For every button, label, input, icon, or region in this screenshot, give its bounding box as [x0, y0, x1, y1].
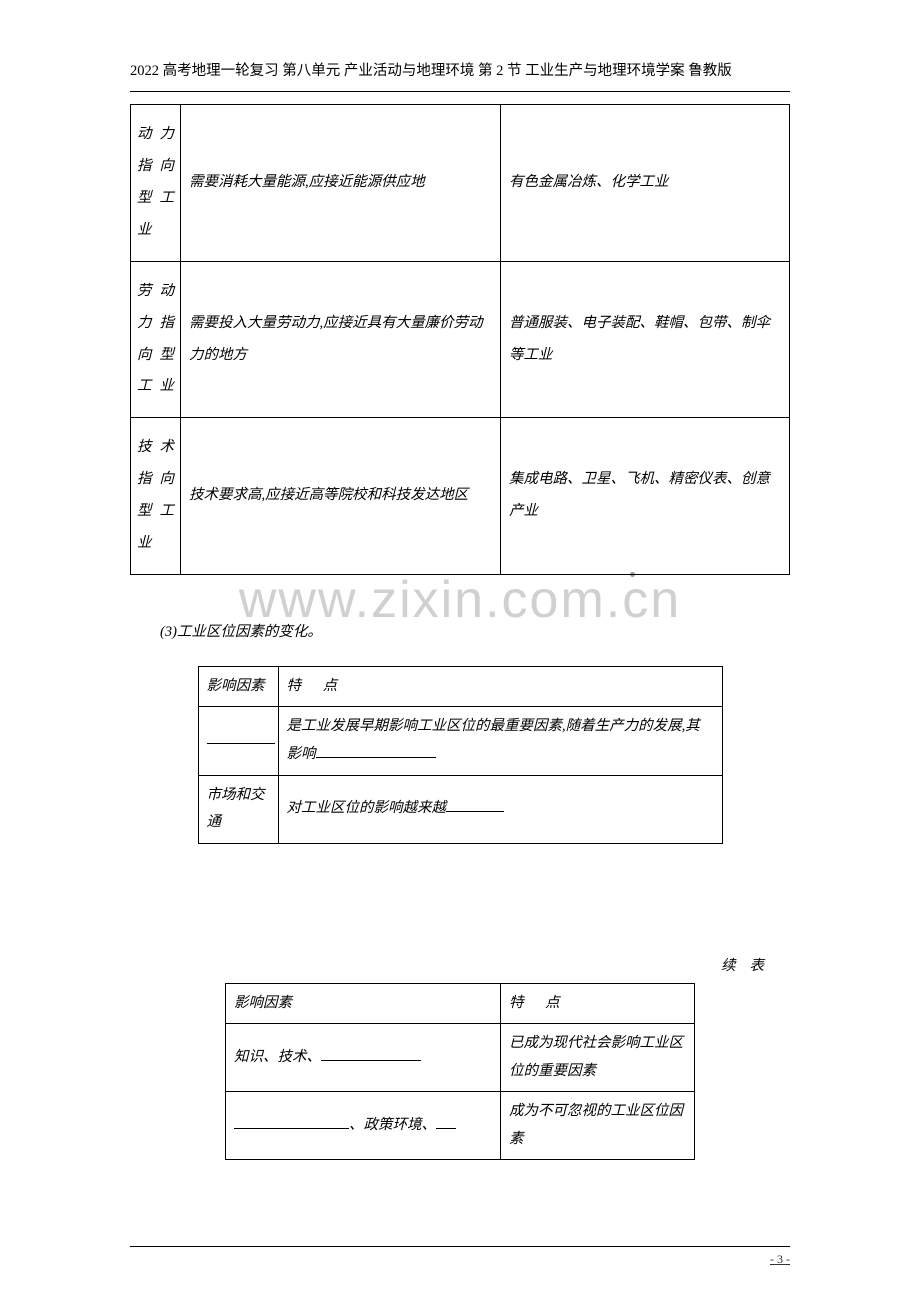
cell-type: 劳动力指向型工业	[131, 261, 181, 418]
table-row: 是工业发展早期影响工业区位的最重要因素,随着生产力的发展,其影响	[198, 707, 722, 775]
footer-divider	[130, 1246, 790, 1247]
page-number-text: - 3 -	[770, 1252, 790, 1266]
cell-factor: 市场和交通	[198, 775, 278, 843]
blank-fill	[446, 798, 504, 813]
cell-feature: 是工业发展早期影响工业区位的最重要因素,随着生产力的发展,其影响	[278, 707, 722, 775]
table-header-row: 影响因素 特 点	[198, 666, 722, 707]
cell-example: 集成电路、卫星、飞机、精密仪表、创意产业	[501, 418, 790, 575]
cell-example: 普通服装、电子装配、鞋帽、包带、制伞等工业	[501, 261, 790, 418]
continue-table-label: 续表	[130, 954, 790, 975]
cell-desc: 技术要求高,应接近高等院校和科技发达地区	[181, 418, 501, 575]
header-divider	[130, 91, 790, 92]
header-feature-suffix: 点	[323, 678, 338, 694]
cell-feature: 成为不可忽视的工业区位因素	[501, 1092, 695, 1160]
cell-factor: 知识、技术、	[226, 1024, 501, 1092]
cell-desc: 需要投入大量劳动力,应接近具有大量廉价劳动力的地方	[181, 261, 501, 418]
blank-fill	[316, 743, 436, 758]
factor-text: 知识、技术、	[234, 1049, 321, 1065]
cell-example: 有色金属冶炼、化学工业	[501, 105, 790, 262]
blank-fill	[436, 1115, 456, 1130]
header-feature-prefix: 特	[287, 678, 302, 694]
factor-text: 、政策环境、	[349, 1117, 436, 1133]
feature-text: 对工业区位的影响越来越	[287, 800, 447, 816]
page-header: 2022 高考地理一轮复习 第八单元 产业活动与地理环境 第 2 节 工业生产与…	[130, 60, 790, 83]
table-row: 技术指向型工业 技术要求高,应接近高等院校和科技发达地区 集成电路、卫星、飞机、…	[131, 418, 790, 575]
table-row: 知识、技术、 已成为现代社会影响工业区位的重要因素	[226, 1024, 695, 1092]
table-header-row: 影响因素 特 点	[226, 983, 695, 1024]
cell-feature: 已成为现代社会影响工业区位的重要因素	[501, 1024, 695, 1092]
section-3-label: (3)工业区位因素的变化。	[130, 620, 790, 641]
location-type-table: 动力指向型工业 需要消耗大量能源,应接近能源供应地 有色金属冶炼、化学工业 劳动…	[130, 104, 790, 575]
table-row: 市场和交通 对工业区位的影响越来越	[198, 775, 722, 843]
header-factor: 影响因素	[198, 666, 278, 707]
cell-feature: 对工业区位的影响越来越	[278, 775, 722, 843]
table-row: 、政策环境、 成为不可忽视的工业区位因素	[226, 1092, 695, 1160]
cell-factor-blank	[198, 707, 278, 775]
cell-type: 技术指向型工业	[131, 418, 181, 575]
header-feature: 特 点	[278, 666, 722, 707]
cell-desc: 需要消耗大量能源,应接近能源供应地	[181, 105, 501, 262]
blank-fill	[207, 730, 275, 745]
cell-type: 动力指向型工业	[131, 105, 181, 262]
table-row: 劳动力指向型工业 需要投入大量劳动力,应接近具有大量廉价劳动力的地方 普通服装、…	[131, 261, 790, 418]
header-feature: 特 点	[501, 983, 695, 1024]
factor-change-table: 影响因素 特 点 是工业发展早期影响工业区位的最重要因素,随着生产力的发展,其影…	[198, 666, 723, 844]
cell-factor: 、政策环境、	[226, 1092, 501, 1160]
header-feature-prefix: 特	[509, 995, 524, 1011]
blank-fill	[234, 1115, 349, 1130]
table-row: 动力指向型工业 需要消耗大量能源,应接近能源供应地 有色金属冶炼、化学工业	[131, 105, 790, 262]
factor-continue-table: 影响因素 特 点 知识、技术、 已成为现代社会影响工业区位的重要因素 、政策环境…	[225, 983, 695, 1161]
header-factor: 影响因素	[226, 983, 501, 1024]
page-number: - 3 -	[770, 1252, 790, 1267]
blank-fill	[321, 1046, 421, 1061]
header-feature-suffix: 点	[545, 995, 560, 1011]
